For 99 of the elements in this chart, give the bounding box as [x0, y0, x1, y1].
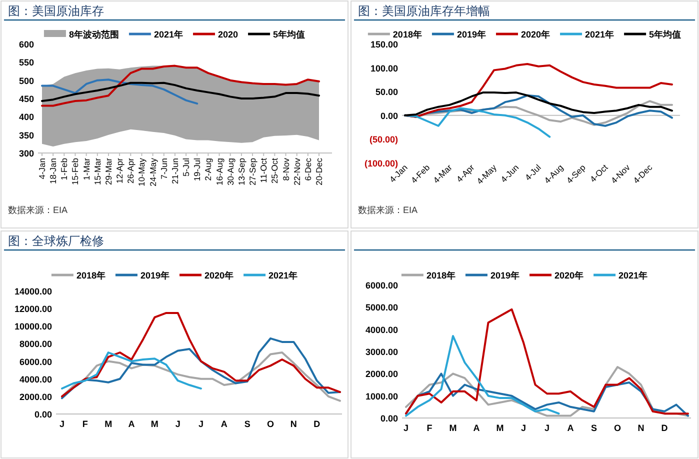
y-tick-label: 5000.00 — [365, 302, 398, 313]
y-tick-label: 300 — [18, 148, 34, 158]
y-tick-label: 6000.00 — [365, 280, 398, 290]
y-tick-label: 150.00 — [370, 40, 398, 50]
legend-label: 2019年 — [456, 30, 486, 40]
x-tick-label: D — [314, 419, 321, 429]
x-tick-label: 11-Oct — [258, 157, 269, 183]
x-tick-label: 15-Feb — [70, 158, 80, 185]
y-tick-label: 6000.00 — [19, 356, 52, 367]
y-tick-label: 8000.00 — [19, 339, 52, 350]
legend-label: 2019年 — [140, 270, 170, 280]
legend-label: 2021年 — [618, 270, 648, 280]
y-tick-label: 100.00 — [370, 63, 398, 74]
x-tick-label: S — [590, 423, 598, 433]
x-tick-label: 30-Aug — [225, 158, 236, 186]
x-tick-label: M — [449, 423, 457, 433]
x-tick-label: A — [567, 423, 574, 433]
x-tick-label: 8-Nov — [280, 157, 291, 181]
y-tick-label: 1000.00 — [365, 391, 398, 402]
legend-label: 2018年 — [76, 270, 106, 280]
legend-label: 5年均值 — [273, 30, 306, 40]
x-tick-label: J — [520, 423, 526, 433]
chart-title: 图：全球炼厂检修 — [8, 234, 104, 248]
legend-label: 2021年 — [268, 270, 298, 280]
chart-title: 图：美国原油库存 — [8, 4, 104, 18]
legend-label: 2021年 — [585, 30, 614, 40]
x-tick-label: 26-Apr — [126, 158, 136, 184]
x-tick-label: 12-Apr — [114, 158, 125, 184]
x-tick-label: D — [661, 423, 668, 433]
y-tick-label: (50.00) — [369, 134, 398, 145]
y-tick-label: 500 — [18, 76, 34, 86]
legend-label: 2020年 — [204, 270, 234, 280]
x-tick-label: M — [496, 423, 504, 433]
x-tick-label: N — [290, 419, 297, 429]
y-tick-label: 10000.00 — [14, 322, 52, 332]
x-tick-label: 5-Jul — [181, 158, 192, 176]
x-tick-label: 16-Aug — [214, 158, 224, 186]
y-tick-label: 450 — [18, 94, 34, 104]
x-tick-label: 19-Jul — [192, 158, 202, 182]
x-tick-label: F — [82, 419, 88, 429]
x-tick-label: J — [544, 423, 550, 433]
x-tick-label: A — [128, 419, 136, 429]
x-tick-label: 1-Mar — [81, 158, 92, 180]
x-tick-label: S — [244, 419, 250, 429]
source-note: 数据来源：EIA — [358, 205, 418, 215]
legend-label: 2018年 — [426, 270, 456, 280]
legend-label: 5年均值 — [649, 30, 682, 40]
x-tick-label: 2-Aug — [203, 158, 214, 181]
x-tick-label: O — [614, 423, 622, 433]
x-tick-label: 7-Jun — [158, 158, 169, 180]
x-tick-label: 20-Dec — [314, 157, 324, 186]
x-tick-label: 24-May — [148, 157, 158, 186]
x-tick-label: 4-Jan — [37, 158, 47, 180]
legend-label: 8年波动范围 — [68, 30, 119, 40]
x-tick-label: 21-Jun — [170, 158, 180, 184]
x-tick-label: J — [175, 419, 180, 429]
x-tick-label: A — [473, 423, 480, 433]
x-tick-label: M — [150, 419, 158, 429]
y-tick-label: 4000.00 — [365, 324, 398, 335]
x-tick-label: 25-Oct — [270, 157, 280, 184]
legend-label: 2018年 — [392, 30, 422, 40]
x-tick-label: 15-Mar — [92, 158, 102, 185]
legend-label: 2020 — [218, 30, 238, 40]
x-tick-label: 10-May — [136, 157, 147, 186]
legend-label: 2020年 — [554, 270, 584, 280]
y-tick-label: 400 — [18, 112, 34, 122]
y-tick-label: 350 — [18, 130, 34, 140]
y-tick-label: 0.00 — [380, 414, 398, 424]
y-tick-label: 550 — [18, 58, 34, 68]
x-tick-label: N — [638, 423, 644, 433]
source-note: 数据来源：EIA — [8, 205, 68, 215]
x-tick-label: M — [104, 419, 112, 429]
y-tick-label: 14000.00 — [14, 286, 52, 296]
chart-title: 图：美国原油库存年增幅 — [358, 4, 490, 18]
x-tick-label: J — [198, 419, 204, 429]
y-tick-label: 2000.00 — [365, 369, 398, 380]
y-tick-label: 50.00 — [375, 87, 398, 98]
x-tick-label: 1-Feb — [59, 158, 70, 180]
x-tick-label: 6-Dec — [302, 157, 313, 181]
y-tick-label: 0.00 — [34, 410, 52, 420]
x-tick-label: 27-Sep — [248, 158, 258, 186]
legend-label: 2019年 — [490, 270, 520, 280]
x-tick-label: A — [220, 419, 228, 429]
y-tick-label: 600 — [18, 40, 34, 50]
y-tick-label: 0.00 — [380, 110, 398, 121]
y-tick-label: 12000.00 — [14, 304, 52, 314]
legend-label: 2021年 — [154, 30, 183, 40]
x-tick-label: 18-Jan — [48, 158, 58, 184]
x-tick-label: J — [403, 423, 409, 433]
x-tick-label: F — [426, 423, 433, 433]
x-tick-label: J — [59, 419, 65, 429]
x-tick-label: 29-Mar — [103, 158, 114, 185]
y-tick-label: 4000.00 — [19, 374, 52, 384]
y-tick-label: 3000.00 — [365, 347, 398, 357]
x-tick-label: 13-Sep — [236, 158, 246, 186]
legend-label: 2020年 — [520, 30, 550, 40]
y-tick-label: 2000.00 — [19, 392, 52, 402]
x-tick-label: 22-Nov — [292, 157, 302, 186]
x-tick-label: O — [266, 419, 274, 429]
